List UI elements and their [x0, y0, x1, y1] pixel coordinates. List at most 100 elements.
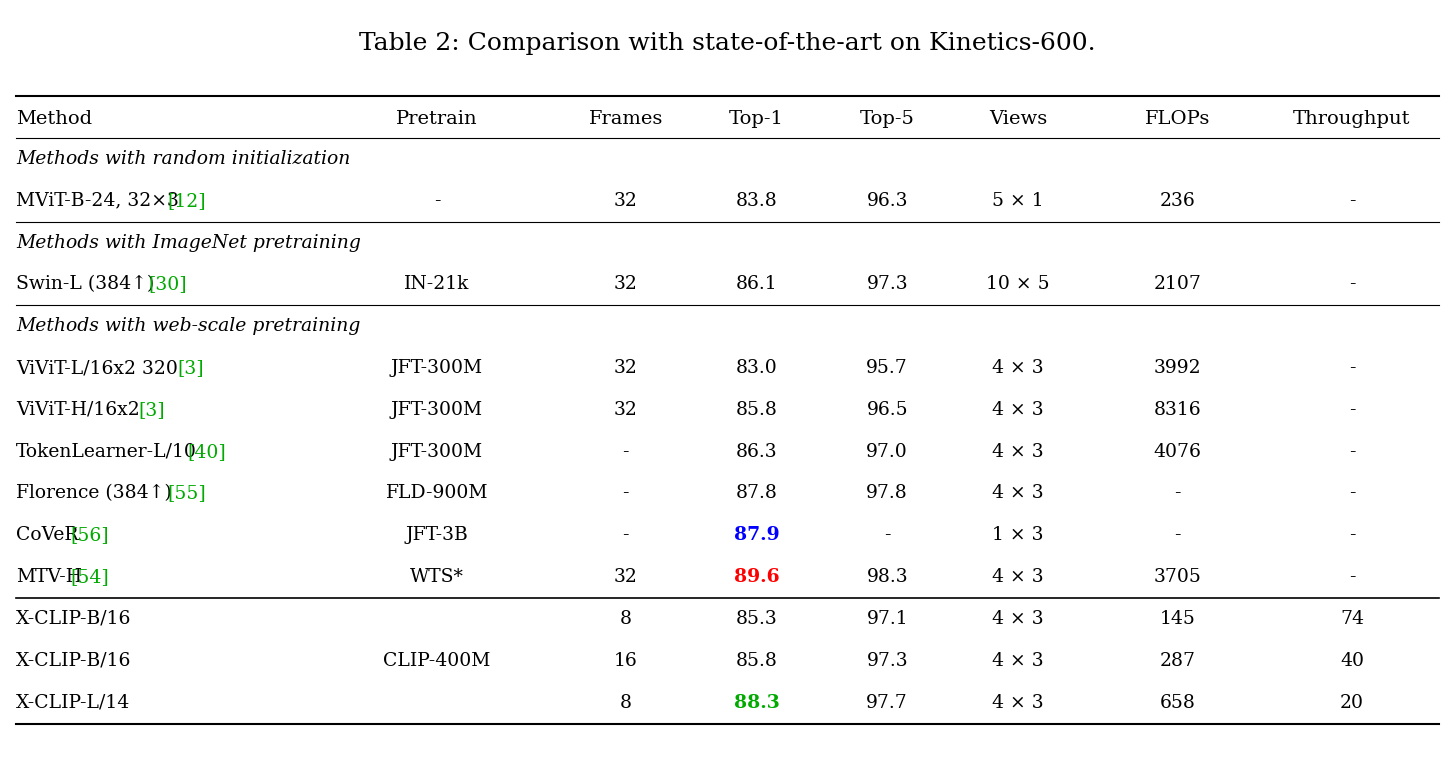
- Text: 89.6: 89.6: [733, 568, 780, 586]
- Text: 98.3: 98.3: [866, 568, 908, 586]
- Text: 20: 20: [1340, 693, 1363, 712]
- Text: MViT-B-24, 32×3: MViT-B-24, 32×3: [16, 192, 179, 210]
- Text: 74: 74: [1340, 610, 1363, 628]
- Text: 5 × 1: 5 × 1: [992, 192, 1043, 210]
- Text: 32: 32: [614, 192, 637, 210]
- Text: JFT-300M: JFT-300M: [391, 443, 483, 460]
- Text: 32: 32: [614, 568, 637, 586]
- Text: -: -: [623, 443, 629, 460]
- Text: [30]: [30]: [148, 275, 186, 294]
- Text: Pretrain: Pretrain: [396, 110, 477, 128]
- Text: Methods with ImageNet pretraining: Methods with ImageNet pretraining: [16, 234, 361, 252]
- Text: 97.8: 97.8: [866, 485, 908, 502]
- Text: -: -: [1349, 527, 1355, 544]
- Text: [12]: [12]: [167, 192, 207, 210]
- Text: JFT-300M: JFT-300M: [391, 401, 483, 419]
- Text: 145: 145: [1160, 610, 1196, 628]
- Text: 4076: 4076: [1154, 443, 1202, 460]
- Text: 4 × 3: 4 × 3: [992, 568, 1043, 586]
- Text: 2107: 2107: [1154, 275, 1202, 294]
- Text: CoVeR: CoVeR: [16, 527, 79, 544]
- Text: [56]: [56]: [70, 527, 109, 544]
- Text: 86.1: 86.1: [736, 275, 777, 294]
- Text: JFT-300M: JFT-300M: [391, 359, 483, 377]
- Text: 96.5: 96.5: [866, 401, 908, 419]
- Text: 32: 32: [614, 275, 637, 294]
- Text: 236: 236: [1160, 192, 1196, 210]
- Text: MTV-H: MTV-H: [16, 568, 81, 586]
- Text: 8316: 8316: [1154, 401, 1202, 419]
- Text: 96.3: 96.3: [867, 192, 908, 210]
- Text: Methods with random initialization: Methods with random initialization: [16, 150, 351, 168]
- Text: 8: 8: [620, 693, 631, 712]
- Text: 97.0: 97.0: [866, 443, 908, 460]
- Text: Top-5: Top-5: [860, 110, 915, 128]
- Text: -: -: [1349, 192, 1355, 210]
- Text: WTS*: WTS*: [410, 568, 464, 586]
- Text: 4 × 3: 4 × 3: [992, 610, 1043, 628]
- Text: 8: 8: [620, 610, 631, 628]
- Text: TokenLearner-L/10: TokenLearner-L/10: [16, 443, 196, 460]
- Text: CLIP-400M: CLIP-400M: [383, 652, 490, 670]
- Text: -: -: [434, 192, 441, 210]
- Text: 40: 40: [1340, 652, 1363, 670]
- Text: -: -: [1174, 527, 1181, 544]
- Text: X-CLIP-B/16: X-CLIP-B/16: [16, 652, 131, 670]
- Text: 3992: 3992: [1154, 359, 1202, 377]
- Text: ViViT-L/16x2 320: ViViT-L/16x2 320: [16, 359, 178, 377]
- Text: 4 × 3: 4 × 3: [992, 693, 1043, 712]
- Text: FLD-900M: FLD-900M: [386, 485, 489, 502]
- Text: Views: Views: [989, 110, 1048, 128]
- Text: -: -: [1349, 275, 1355, 294]
- Text: 10 × 5: 10 × 5: [986, 275, 1049, 294]
- Text: 85.3: 85.3: [736, 610, 777, 628]
- Text: 3705: 3705: [1154, 568, 1202, 586]
- Text: [40]: [40]: [188, 443, 226, 460]
- Text: Florence (384↑): Florence (384↑): [16, 485, 172, 502]
- Text: -: -: [885, 527, 890, 544]
- Text: 85.8: 85.8: [736, 401, 777, 419]
- Text: -: -: [1174, 485, 1181, 502]
- Text: -: -: [623, 527, 629, 544]
- Text: 4 × 3: 4 × 3: [992, 485, 1043, 502]
- Text: 95.7: 95.7: [866, 359, 908, 377]
- Text: 83.0: 83.0: [736, 359, 777, 377]
- Text: X-CLIP-B/16: X-CLIP-B/16: [16, 610, 131, 628]
- Text: -: -: [623, 485, 629, 502]
- Text: -: -: [1349, 401, 1355, 419]
- Text: [3]: [3]: [138, 401, 164, 419]
- Text: FLOPs: FLOPs: [1145, 110, 1211, 128]
- Text: -: -: [1349, 443, 1355, 460]
- Text: 32: 32: [614, 401, 637, 419]
- Text: 97.3: 97.3: [866, 652, 908, 670]
- Text: 4 × 3: 4 × 3: [992, 401, 1043, 419]
- Text: X-CLIP-L/14: X-CLIP-L/14: [16, 693, 129, 712]
- Text: 97.3: 97.3: [866, 275, 908, 294]
- Text: Swin-L (384↑): Swin-L (384↑): [16, 275, 154, 294]
- Text: ViViT-H/16x2: ViViT-H/16x2: [16, 401, 140, 419]
- Text: IN-21k: IN-21k: [404, 275, 470, 294]
- Text: Throughput: Throughput: [1293, 110, 1411, 128]
- Text: 4 × 3: 4 × 3: [992, 443, 1043, 460]
- Text: 4 × 3: 4 × 3: [992, 652, 1043, 670]
- Text: Method: Method: [16, 110, 92, 128]
- Text: 83.8: 83.8: [736, 192, 777, 210]
- Text: 97.7: 97.7: [866, 693, 908, 712]
- Text: [3]: [3]: [178, 359, 204, 377]
- Text: 658: 658: [1160, 693, 1196, 712]
- Text: 86.3: 86.3: [736, 443, 777, 460]
- Text: 287: 287: [1160, 652, 1196, 670]
- Text: -: -: [1349, 485, 1355, 502]
- Text: Frames: Frames: [589, 110, 663, 128]
- Text: 85.8: 85.8: [736, 652, 777, 670]
- Text: Top-1: Top-1: [729, 110, 784, 128]
- Text: 4 × 3: 4 × 3: [992, 359, 1043, 377]
- Text: 16: 16: [614, 652, 637, 670]
- Text: 87.8: 87.8: [736, 485, 777, 502]
- Text: -: -: [1349, 568, 1355, 586]
- Text: Methods with web-scale pretraining: Methods with web-scale pretraining: [16, 317, 361, 335]
- Text: 1 × 3: 1 × 3: [992, 527, 1043, 544]
- Text: Table 2: Comparison with state-of-the-art on Kinetics-600.: Table 2: Comparison with state-of-the-ar…: [359, 32, 1096, 55]
- Text: 88.3: 88.3: [733, 693, 780, 712]
- Text: [54]: [54]: [70, 568, 109, 586]
